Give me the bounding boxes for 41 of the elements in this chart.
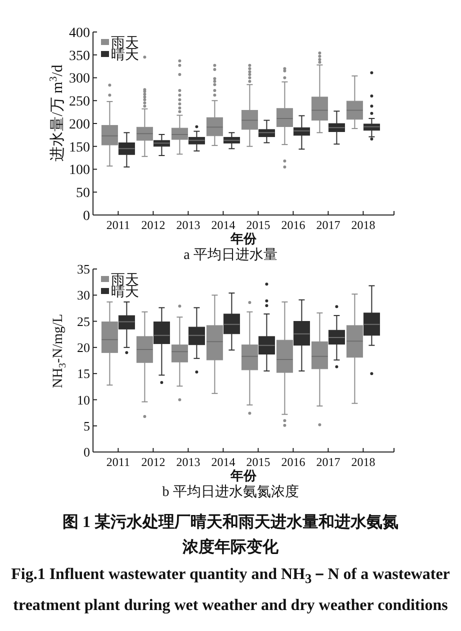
y-tick-label: 300 xyxy=(69,72,90,87)
x-tick-label: 2015 xyxy=(246,218,270,232)
y-tick-label: 250 xyxy=(69,94,90,110)
y-tick-label: 5 xyxy=(84,418,90,434)
y-tick-label: 0 xyxy=(84,444,90,460)
y-tick-label: 350 xyxy=(69,48,90,64)
y-tick-label: 35 xyxy=(77,262,90,277)
x-tick-label: 2014 xyxy=(211,218,236,232)
x-tick-label: 2013 xyxy=(176,218,200,232)
legend-label: 晴天 xyxy=(111,284,139,300)
y-tick-label: 400 xyxy=(69,26,90,41)
x-tick-label: 2016 xyxy=(281,218,306,232)
y-tick-label: 50 xyxy=(76,186,90,202)
y-tick-label: 20 xyxy=(77,340,90,355)
x-tick-label: 2015 xyxy=(246,455,270,469)
text: a 平均日进水量 xyxy=(184,247,278,263)
caption: 图 1 某污水处理厂晴天和雨天进水量和进水氨氮浓度年际变化 xyxy=(62,512,400,558)
x-tick-label: 2016 xyxy=(281,455,306,469)
x-tick-label: 2011 xyxy=(106,218,130,232)
x-axis-title: 年份 xyxy=(230,231,258,246)
y-tick-label: 200 xyxy=(69,117,90,132)
y-tick-label: 30 xyxy=(77,288,90,303)
x-tick-label: 2014 xyxy=(211,455,236,469)
y-tick-label: 150 xyxy=(69,140,90,156)
x-tick-label: 2018 xyxy=(351,455,376,469)
caption: Fig.1 Influent wastewater quantity and NH$_{3}$－N of a wastewater treatment plant during wet weather and dry weather conditions xyxy=(10,565,451,616)
legend-label: 晴天 xyxy=(111,47,139,63)
x-tick-label: 2012 xyxy=(141,218,166,232)
x-tick-label: 2017 xyxy=(316,218,340,232)
x-tick-label: 2012 xyxy=(141,455,166,469)
y-tick-label: 25 xyxy=(77,314,90,329)
x-tick-label: 2018 xyxy=(351,218,376,232)
x-axis-title: 年份 xyxy=(230,468,258,483)
y-tick-label: 10 xyxy=(77,392,90,408)
x-tick-label: 2017 xyxy=(316,455,340,469)
text: b 平均日进水氨氮浓度 xyxy=(162,484,299,500)
y-tick-label: 0 xyxy=(83,208,90,224)
y-tick-label: 100 xyxy=(69,163,90,178)
x-tick-label: 2013 xyxy=(176,455,200,469)
y-tick-label: 15 xyxy=(77,366,90,382)
x-tick-label: 2011 xyxy=(106,455,130,469)
